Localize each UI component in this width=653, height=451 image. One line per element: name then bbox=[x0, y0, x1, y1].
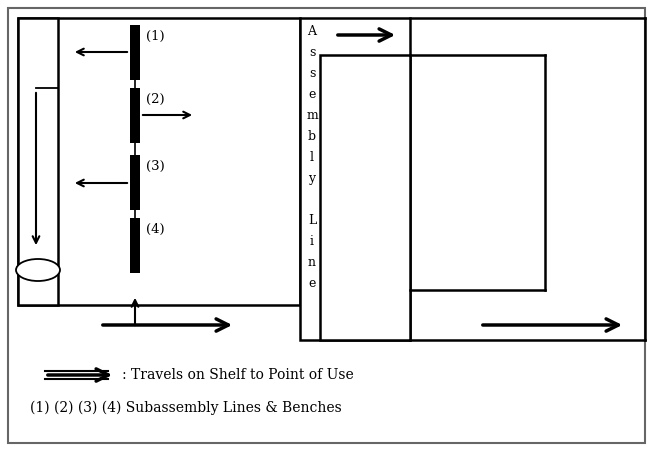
Text: (1) (2) (3) (4) Subassembly Lines & Benches: (1) (2) (3) (4) Subassembly Lines & Benc… bbox=[30, 401, 342, 415]
Text: y: y bbox=[308, 172, 315, 185]
Text: (1): (1) bbox=[146, 30, 165, 43]
Text: i: i bbox=[310, 235, 314, 248]
Bar bbox=[300, 18, 410, 340]
Bar bbox=[130, 218, 140, 273]
Text: (2): (2) bbox=[146, 93, 165, 106]
Bar bbox=[130, 88, 140, 143]
Text: m: m bbox=[306, 109, 318, 122]
Bar bbox=[18, 18, 58, 305]
Text: s: s bbox=[309, 46, 315, 59]
Text: A: A bbox=[308, 25, 317, 38]
Bar bbox=[130, 25, 140, 80]
Text: e: e bbox=[308, 277, 315, 290]
Bar bbox=[130, 155, 140, 210]
Text: (3): (3) bbox=[146, 160, 165, 173]
Text: L: L bbox=[308, 214, 316, 227]
Bar bbox=[18, 18, 300, 305]
Text: s: s bbox=[309, 67, 315, 80]
Text: e: e bbox=[308, 88, 315, 101]
Text: b: b bbox=[308, 130, 316, 143]
Text: POU: POU bbox=[26, 266, 50, 275]
Bar bbox=[320, 55, 410, 340]
Text: : Travels on Shelf to Point of Use: : Travels on Shelf to Point of Use bbox=[122, 368, 354, 382]
Ellipse shape bbox=[16, 259, 60, 281]
Text: l: l bbox=[310, 151, 314, 164]
Text: n: n bbox=[308, 256, 316, 269]
Text: (4): (4) bbox=[146, 223, 165, 236]
